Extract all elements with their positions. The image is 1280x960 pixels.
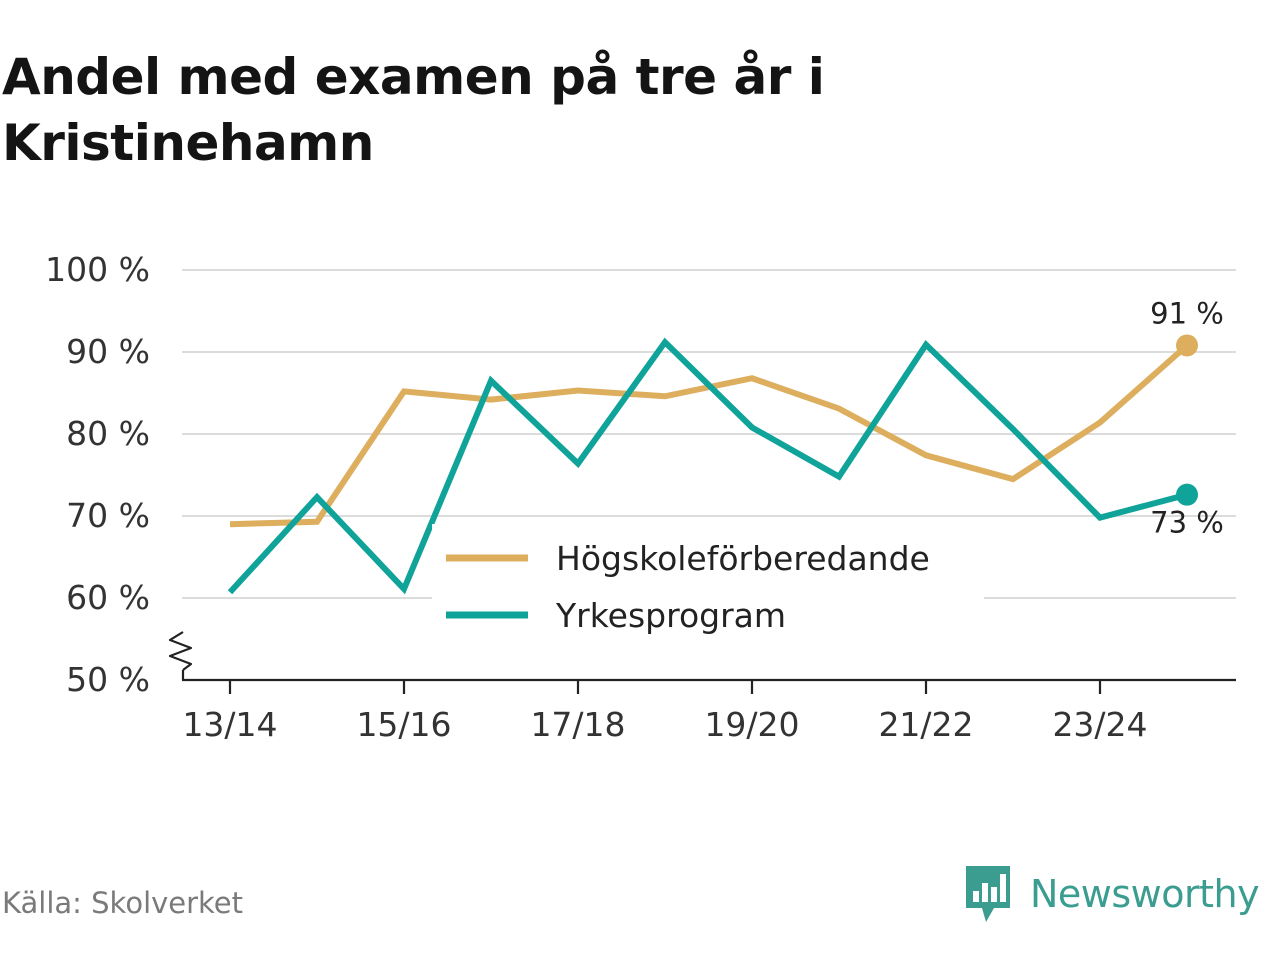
x-tick-label: 13/14 <box>182 705 277 744</box>
bar-chart-speech-bubble-icon <box>966 866 1010 922</box>
brand-name: Newsworthy <box>1030 872 1260 916</box>
x-tick-label: 19/20 <box>704 705 799 744</box>
legend: Högskoleförberedande Yrkesprogram <box>432 524 984 644</box>
y-tick-label: 90 % <box>66 332 150 371</box>
brand-logo[interactable]: Newsworthy <box>964 864 1260 924</box>
end-value-label: 73 % <box>1150 506 1224 540</box>
end-point-marker <box>1176 334 1198 357</box>
end-value-label: 91 % <box>1150 296 1224 330</box>
x-tick-label: 15/16 <box>356 705 451 744</box>
legend-background <box>432 524 984 644</box>
x-tick-label: 21/22 <box>878 705 973 744</box>
y-tick-label: 100 % <box>45 250 150 289</box>
axes: 50 % 60 % 70 % 80 % 90 % 100 % 13/14 15/16 17/18… <box>45 250 1236 744</box>
end-labels: 91 % 73 % <box>1150 296 1224 539</box>
source-note: Källa: Skolverket <box>2 886 244 920</box>
y-tick-label: 80 % <box>66 414 150 453</box>
series-lines <box>227 337 1189 595</box>
x-tick-label: 23/24 <box>1052 705 1147 744</box>
axis-break-icon <box>168 631 193 671</box>
end-point-marker <box>1176 483 1198 506</box>
legend-label: Yrkesprogram <box>555 596 786 635</box>
y-tick-label: 50 % <box>66 660 150 699</box>
chart-title: Andel med examen på tre år i Kristineham… <box>2 48 825 172</box>
legend-label: Högskoleförberedande <box>556 539 930 578</box>
y-tick-label: 70 % <box>66 496 150 535</box>
y-tick-label: 60 % <box>66 578 150 617</box>
x-tick-label: 17/18 <box>530 705 625 744</box>
series-line <box>227 337 1188 595</box>
